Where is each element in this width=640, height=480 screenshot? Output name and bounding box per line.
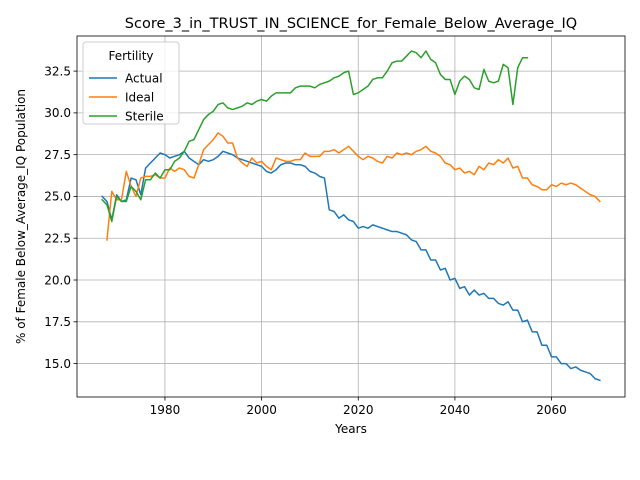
y-tick-label: 17.5 (44, 315, 71, 329)
x-tick-label: 1980 (150, 403, 181, 417)
legend-label-actual: Actual (125, 71, 163, 85)
series-line-actual (101, 150, 601, 382)
legend: Fertility Actual Ideal Sterile (82, 41, 180, 125)
chart-title: Score_3_in_TRUST_IN_SCIENCE_for_Female_B… (125, 16, 577, 32)
y-tick-label: 20.0 (44, 273, 71, 287)
x-axis-label: Years (334, 422, 367, 436)
axes-frame (76, 35, 626, 398)
legend-entries: Actual Ideal Sterile (89, 71, 164, 123)
legend-box (82, 41, 180, 125)
y-tick-label: 32.5 (44, 64, 71, 78)
y-tick-label: 15.0 (44, 357, 71, 371)
legend-label-sterile: Sterile (125, 109, 164, 123)
series-line-ideal (106, 132, 601, 241)
x-tick-label: 2020 (343, 403, 374, 417)
series-layer (101, 50, 601, 382)
y-tick-label: 30.0 (44, 106, 71, 120)
x-tick-label: 2060 (536, 403, 567, 417)
series-line-sterile (101, 50, 529, 223)
y-tick-label: 25.0 (44, 190, 71, 204)
legend-title: Fertility (108, 49, 153, 63)
y-tick-label: 27.5 (44, 148, 71, 162)
y-axis: 15.0 17.5 20.0 22.5 25.0 27.5 30.0 32.5 (44, 64, 77, 371)
x-tick-label: 2040 (440, 403, 471, 417)
y-tick-label: 22.5 (44, 232, 71, 246)
legend-label-ideal: Ideal (125, 90, 154, 104)
x-tick-label: 2000 (246, 403, 277, 417)
x-axis: 1980 2000 2020 2040 2060 (150, 397, 567, 417)
y-axis-label: % of Female Below_Average_IQ Population (14, 89, 28, 344)
